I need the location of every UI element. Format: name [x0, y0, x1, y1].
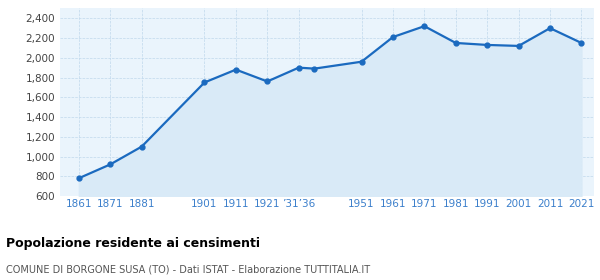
Text: Popolazione residente ai censimenti: Popolazione residente ai censimenti [6, 237, 260, 249]
Text: COMUNE DI BORGONE SUSA (TO) - Dati ISTAT - Elaborazione TUTTITALIA.IT: COMUNE DI BORGONE SUSA (TO) - Dati ISTAT… [6, 265, 370, 275]
